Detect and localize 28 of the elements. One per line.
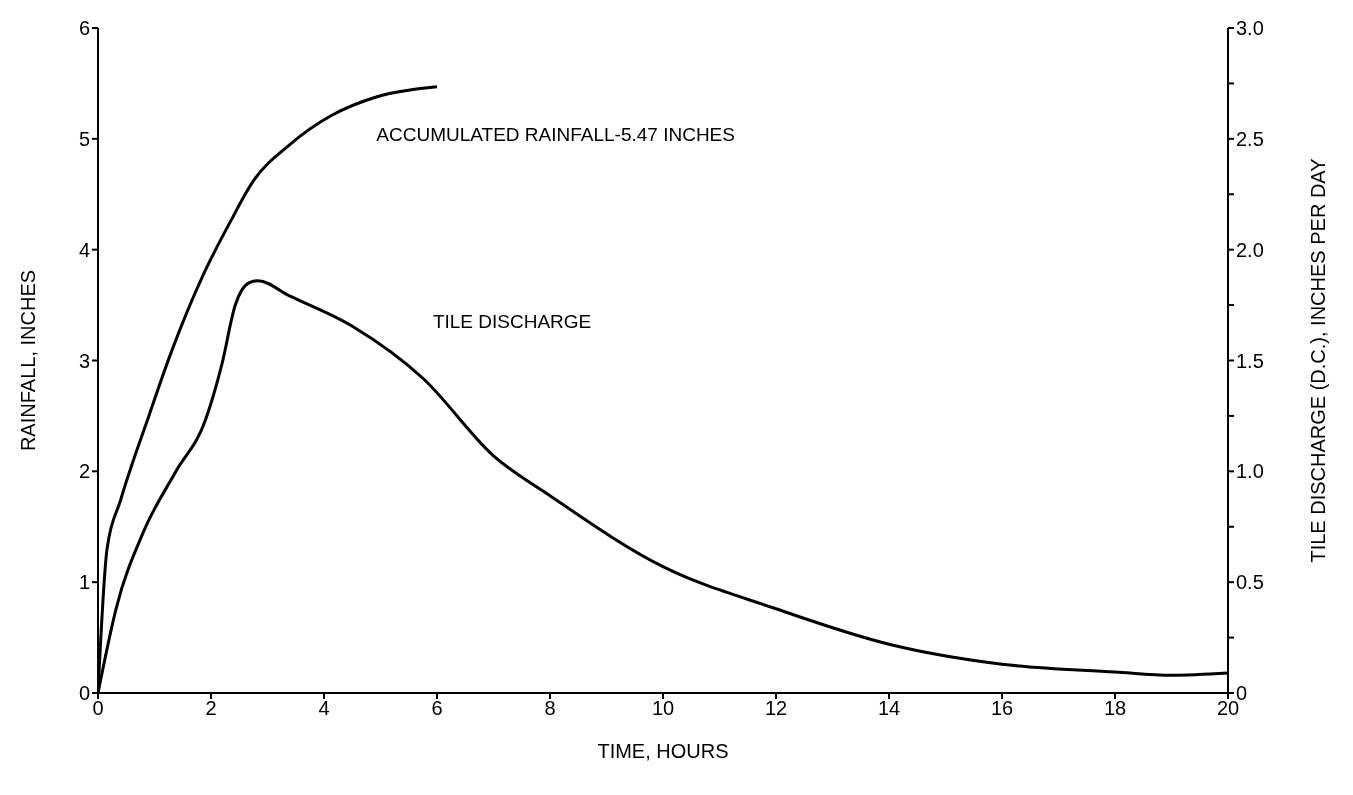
x-tick-label: 4 bbox=[318, 697, 330, 720]
x-tick-label: 6 bbox=[431, 697, 443, 720]
x-tick-label: 12 bbox=[764, 697, 788, 720]
text: TILE DISCHARGE bbox=[432, 311, 592, 333]
y-axis-title: RAINFALL, INCHES bbox=[17, 269, 40, 452]
y2-tick-label: 2.0 bbox=[1236, 238, 1264, 261]
y2-tick-label: 3.0 bbox=[1236, 17, 1264, 40]
x-tick-label: 10 bbox=[651, 697, 675, 720]
y-tick-label: 0 bbox=[78, 682, 90, 705]
y2-axis-title: TILE DISCHARGE (D.C.), INCHES PER DAY bbox=[1307, 158, 1330, 563]
x-tick-label: 0 bbox=[92, 697, 104, 720]
x-tick-label: 8 bbox=[544, 697, 556, 720]
y-tick-label: 1 bbox=[78, 571, 90, 594]
y2-tick-label: 2.5 bbox=[1236, 127, 1264, 150]
x-tick-label: 14 bbox=[877, 697, 901, 720]
y-tick-label: 6 bbox=[78, 17, 90, 40]
x-tick-label: 16 bbox=[990, 697, 1014, 720]
y2-tick-label: 0.5 bbox=[1236, 571, 1264, 594]
y-tick-label: 4 bbox=[78, 238, 90, 261]
y-tick-label: 2 bbox=[78, 460, 90, 483]
x-tick-label: 2 bbox=[205, 697, 217, 720]
y2-tick-label: 1.5 bbox=[1236, 349, 1264, 372]
y-tick-label: 3 bbox=[78, 349, 90, 372]
x-tick-label: 18 bbox=[1103, 697, 1127, 720]
y-tick-label: 5 bbox=[78, 127, 90, 150]
x-axis-title: TIME, HOURS bbox=[597, 740, 729, 762]
series-label: ACCUMULATED RAINFALL-5.47 INCHES bbox=[376, 123, 735, 145]
y2-tick-label: 1.0 bbox=[1236, 460, 1264, 483]
